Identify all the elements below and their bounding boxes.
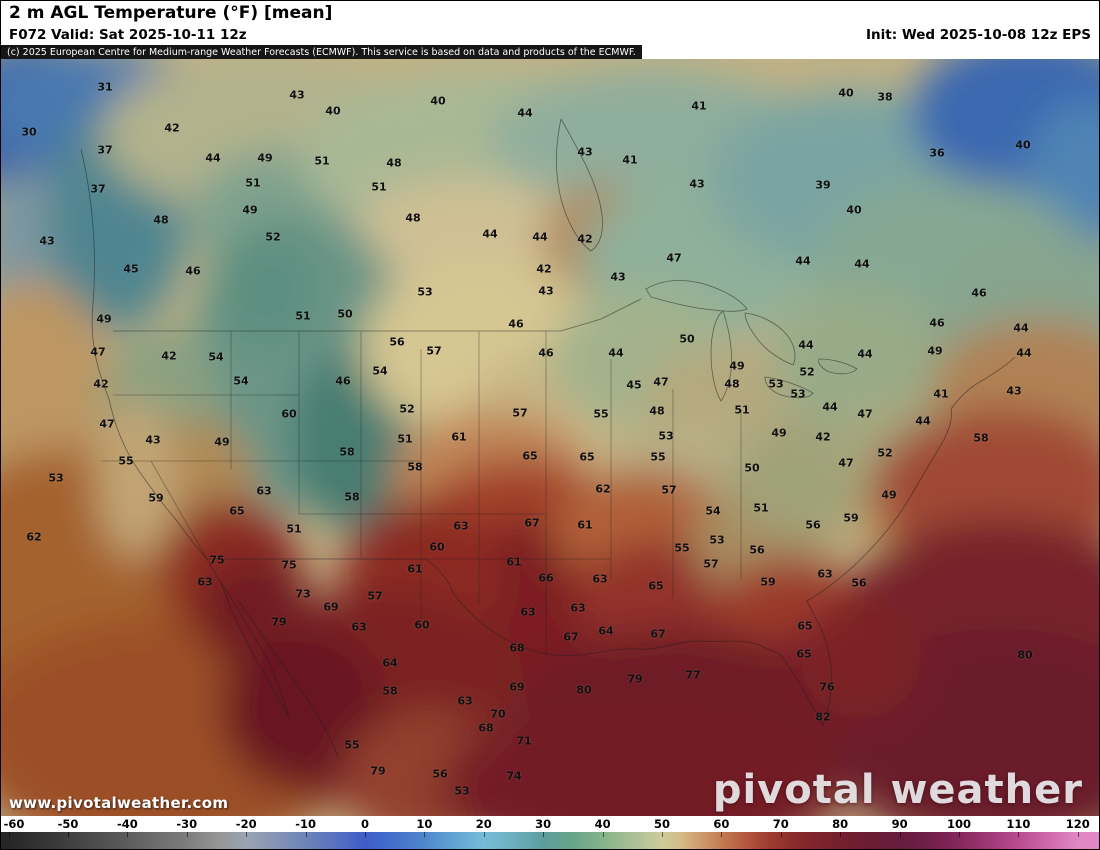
colorbar-tick-label: 80 bbox=[832, 817, 849, 831]
colorbar-tick-label: 70 bbox=[772, 817, 789, 831]
forecast-init-text: Init: Wed 2025-10-08 12z EPS bbox=[866, 27, 1091, 43]
map-borders bbox=[80, 118, 1016, 760]
colorbar-tick-label: 0 bbox=[360, 817, 370, 831]
colorbar-tick-label: -40 bbox=[117, 817, 138, 831]
colorbar-tick-label: -60 bbox=[3, 817, 25, 831]
colorbar-tick-label: 40 bbox=[594, 817, 611, 831]
colorbar-gradient bbox=[1, 832, 1099, 849]
colorbar-tick-label: 20 bbox=[475, 817, 492, 831]
pivotal-weather-logo: pivotal weather bbox=[712, 767, 1083, 813]
colorbar-tick-label: 100 bbox=[946, 817, 972, 831]
colorbar-tick-label: 30 bbox=[535, 817, 552, 831]
colorbar-tick-label: 10 bbox=[416, 817, 433, 831]
colorbar-tick-label: -30 bbox=[176, 817, 198, 831]
colorbar-tick-label: 60 bbox=[713, 817, 730, 831]
copyright-bar: (c) 2025 European Centre for Medium-rang… bbox=[1, 45, 642, 60]
site-url-watermark: www.pivotalweather.com bbox=[9, 794, 229, 812]
temperature-gradient-blobs bbox=[1, 59, 1099, 816]
colorbar-tick-label: 90 bbox=[891, 817, 908, 831]
forecast-valid-text: F072 Valid: Sat 2025-10-11 12z bbox=[9, 27, 247, 43]
temperature-colorbar: -60 -50 -40 -30 -20 -10 0 10 20 30 40 50 60 70 80 90 100… bbox=[1, 816, 1099, 849]
colorbar-tick-label: 110 bbox=[1006, 817, 1031, 831]
colorbar-tick-label: 50 bbox=[653, 817, 671, 831]
colorbar-tick-label: -10 bbox=[295, 817, 316, 831]
page-title: 2 m AGL Temperature (°F) [mean] bbox=[9, 3, 333, 23]
temperature-field-svg bbox=[1, 59, 1099, 816]
temperature-map bbox=[1, 59, 1099, 816]
colorbar-tick-label: 120 bbox=[1065, 817, 1090, 831]
colorbar-tick-label: -20 bbox=[235, 817, 257, 831]
colorbar-tick-labels: -60 -50 -40 -30 -20 -10 0 10 20 30 40 50 60 70 80 90 100… bbox=[1, 816, 1099, 832]
colorbar-tick-label: -50 bbox=[57, 817, 79, 831]
